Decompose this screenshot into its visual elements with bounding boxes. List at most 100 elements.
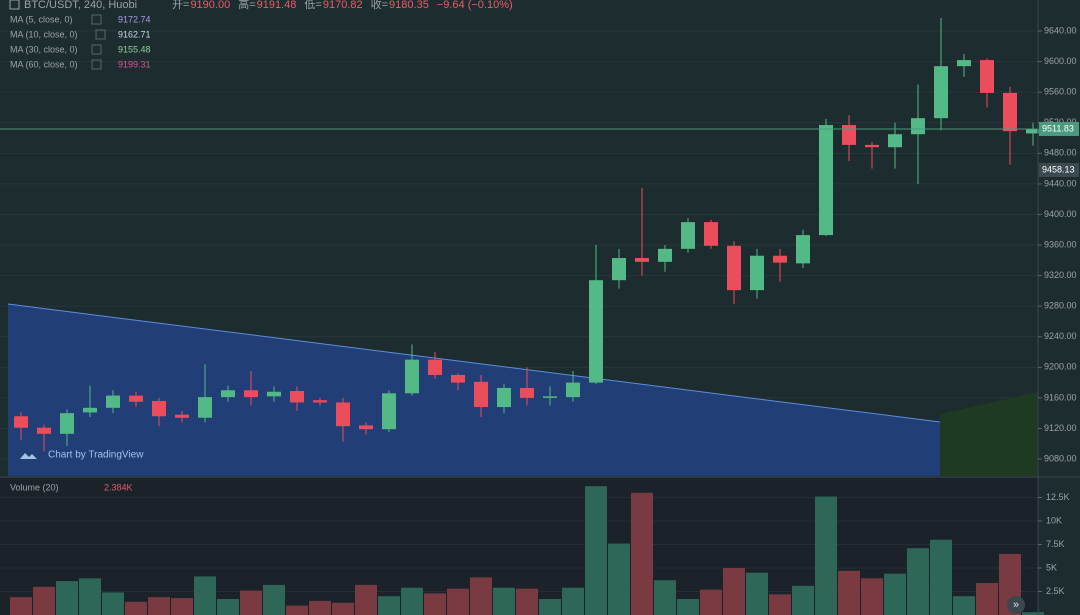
volume-bar	[378, 596, 400, 615]
volume-bar	[976, 583, 998, 615]
volume-bar	[585, 486, 607, 615]
candle-body	[336, 402, 350, 427]
volume-bar	[493, 587, 515, 615]
candle-body	[612, 258, 626, 281]
y-tick-label: 9560.00	[1044, 87, 1077, 97]
candle-body	[681, 222, 695, 249]
volume-bar	[125, 601, 147, 615]
volume-bar	[516, 588, 538, 615]
candle-body	[497, 387, 511, 408]
candle-body	[267, 391, 281, 397]
candle-body	[37, 427, 51, 434]
candle-body	[83, 407, 97, 413]
ohlc-key: 收=	[371, 0, 388, 11]
y-tick-label: 12.5K	[1046, 492, 1070, 502]
volume-bar	[217, 599, 239, 615]
indicator-button[interactable]	[91, 14, 102, 25]
volume-title: Volume (20)	[10, 482, 59, 492]
candle-body	[773, 255, 787, 263]
volume-bar	[769, 594, 791, 615]
price-label: 9458.13	[1042, 164, 1075, 174]
y-tick-label: 9400.00	[1044, 209, 1077, 219]
y-tick-label: 10K	[1046, 515, 1062, 525]
volume-bar	[907, 548, 929, 615]
y-tick-label: 9480.00	[1044, 148, 1077, 158]
y-tick-label: 9240.00	[1044, 331, 1077, 341]
candle-body	[313, 400, 327, 403]
candle-body	[658, 248, 672, 262]
volume-bar	[746, 572, 768, 615]
volume-bar	[723, 567, 745, 615]
volume-last: 2.384K	[104, 482, 133, 492]
volume-bar	[539, 599, 561, 615]
volume-bar	[79, 578, 101, 615]
volume-bar	[838, 570, 860, 615]
candle-body	[129, 395, 143, 402]
volume-bar	[332, 602, 354, 615]
y-tick-label: 9120.00	[1044, 423, 1077, 433]
candle-body	[290, 391, 304, 403]
ohlc-value: 9180.35	[389, 0, 429, 11]
change: −9.64 (−0.10%)	[437, 0, 513, 11]
tradingview-logo	[20, 453, 37, 459]
indicator-value: 9155.48	[118, 44, 151, 54]
scroll-button[interactable]	[1007, 596, 1025, 614]
ohlc-key: 开=	[172, 0, 189, 11]
candle-body	[934, 66, 948, 119]
indicator-button[interactable]	[91, 59, 102, 70]
price-label-box	[1039, 163, 1079, 178]
candle-body	[106, 395, 120, 408]
ohlc-value: 9190.00	[190, 0, 230, 11]
y-tick-label: 9360.00	[1044, 239, 1077, 249]
candle-body	[704, 222, 718, 246]
candle-body	[359, 425, 373, 430]
candle-body	[405, 359, 419, 394]
candle-body	[957, 60, 971, 67]
y-tick-label: 9200.00	[1044, 362, 1077, 372]
candle-body	[152, 400, 166, 417]
volume-bar	[309, 600, 331, 615]
volume-bar	[608, 543, 630, 615]
indicator-button[interactable]	[95, 29, 106, 40]
candle-body	[221, 390, 235, 398]
volume-bar	[861, 578, 883, 615]
volume-bar	[654, 580, 676, 615]
volume-bar	[102, 592, 124, 615]
candle-body	[1026, 128, 1040, 134]
ohlc-value: 9170.82	[323, 0, 363, 11]
volume-bar	[194, 576, 216, 615]
y-tick-label: 9320.00	[1044, 270, 1077, 280]
ohlc-value: 9191.48	[257, 0, 297, 11]
volume-bar	[815, 496, 837, 615]
volume-bar	[355, 584, 377, 615]
candle-body	[520, 387, 534, 398]
y-tick-label: 9600.00	[1044, 56, 1077, 66]
symbol[interactable]: BTC/USDT, 240, Huobi	[24, 0, 137, 11]
volume-bar	[56, 581, 78, 615]
price-label: 9511.83	[1042, 123, 1074, 133]
scroll-icon[interactable]: »	[1013, 599, 1019, 611]
volume-bar	[792, 585, 814, 615]
volume-bar	[148, 597, 170, 615]
volume-bar	[930, 539, 952, 615]
indicator-button[interactable]	[91, 44, 102, 55]
volume-bar	[884, 573, 906, 615]
candle-body	[1003, 92, 1017, 132]
candle-body	[635, 258, 649, 262]
header: BTC/USDT, 240, Huobi 开= 9190.00 高= 9191.48 低…	[9, 0, 513, 11]
y-tick-label: 5K	[1046, 562, 1057, 572]
candle-body	[888, 134, 902, 148]
candle-body	[382, 393, 396, 430]
shaded-area	[940, 392, 1038, 476]
price-label-box	[1039, 121, 1079, 136]
volume-bar	[240, 590, 262, 615]
candle-body	[865, 144, 879, 148]
trend-line	[7, 303, 941, 423]
watermark[interactable]: Chart by TradingView	[48, 450, 144, 461]
volume-bar	[424, 593, 446, 615]
candle-body	[589, 280, 603, 383]
collapse-icon[interactable]	[9, 0, 20, 10]
volume-bar	[677, 599, 699, 615]
candle-body	[198, 397, 212, 418]
